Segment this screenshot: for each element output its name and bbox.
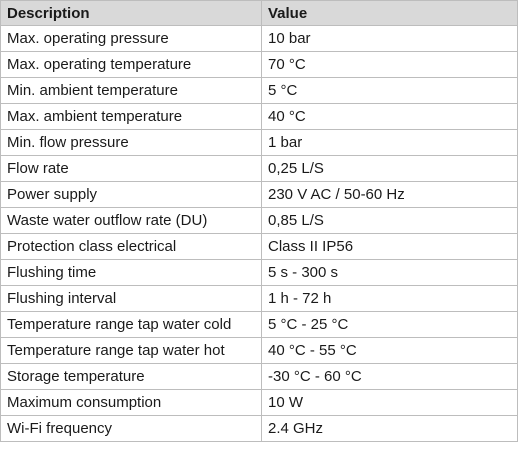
value-cell: 2.4 GHz <box>261 415 518 442</box>
column-header-value: Value <box>261 0 518 26</box>
table-row: Power supply 230 V AC / 50-60 Hz <box>0 181 518 208</box>
table-row: Min. flow pressure 1 bar <box>0 129 518 156</box>
description-cell: Protection class electrical <box>0 233 262 260</box>
description-cell: Flow rate <box>0 155 262 182</box>
table-row: Flushing interval 1 h - 72 h <box>0 285 518 312</box>
value-cell: 1 bar <box>261 129 518 156</box>
description-cell: Min. flow pressure <box>0 129 262 156</box>
description-cell: Storage temperature <box>0 363 262 390</box>
header-row: Description Value <box>0 0 518 26</box>
table-row: Flow rate 0,25 L/S <box>0 155 518 182</box>
description-cell: Temperature range tap water cold <box>0 311 262 338</box>
value-cell: Class II IP56 <box>261 233 518 260</box>
table-row: Max. ambient temperature 40 °C <box>0 103 518 130</box>
table-row: Maximum consumption 10 W <box>0 389 518 416</box>
value-cell: 40 °C - 55 °C <box>261 337 518 364</box>
table-row: Storage temperature -30 °C - 60 °C <box>0 363 518 390</box>
table-row: Max. operating temperature 70 °C <box>0 51 518 78</box>
description-cell: Max. ambient temperature <box>0 103 262 130</box>
description-cell: Flushing time <box>0 259 262 286</box>
table-row: Wi-Fi frequency 2.4 GHz <box>0 415 518 442</box>
value-cell: -30 °C - 60 °C <box>261 363 518 390</box>
value-cell: 40 °C <box>261 103 518 130</box>
value-cell: 5 °C <box>261 77 518 104</box>
table-row: Flushing time 5 s - 300 s <box>0 259 518 286</box>
table-row: Waste water outflow rate (DU) 0,85 L/S <box>0 207 518 234</box>
table-row: Max. operating pressure 10 bar <box>0 25 518 52</box>
table-row: Protection class electrical Class II IP5… <box>0 233 518 260</box>
value-cell: 5 s - 300 s <box>261 259 518 286</box>
value-cell: 70 °C <box>261 51 518 78</box>
table-row: Temperature range tap water hot 40 °C - … <box>0 337 518 364</box>
table-row: Temperature range tap water cold 5 °C - … <box>0 311 518 338</box>
description-cell: Maximum consumption <box>0 389 262 416</box>
description-cell: Power supply <box>0 181 262 208</box>
value-cell: 0,85 L/S <box>261 207 518 234</box>
value-cell: 10 W <box>261 389 518 416</box>
column-header-description: Description <box>0 0 262 26</box>
value-cell: 1 h - 72 h <box>261 285 518 312</box>
value-cell: 5 °C - 25 °C <box>261 311 518 338</box>
description-cell: Flushing interval <box>0 285 262 312</box>
value-cell: 0,25 L/S <box>261 155 518 182</box>
table-row: Min. ambient temperature 5 °C <box>0 77 518 104</box>
description-cell: Temperature range tap water hot <box>0 337 262 364</box>
value-cell: 230 V AC / 50-60 Hz <box>261 181 518 208</box>
value-cell: 10 bar <box>261 25 518 52</box>
description-cell: Waste water outflow rate (DU) <box>0 207 262 234</box>
description-cell: Min. ambient temperature <box>0 77 262 104</box>
description-cell: Max. operating pressure <box>0 25 262 52</box>
description-cell: Max. operating temperature <box>0 51 262 78</box>
description-cell: Wi-Fi frequency <box>0 415 262 442</box>
